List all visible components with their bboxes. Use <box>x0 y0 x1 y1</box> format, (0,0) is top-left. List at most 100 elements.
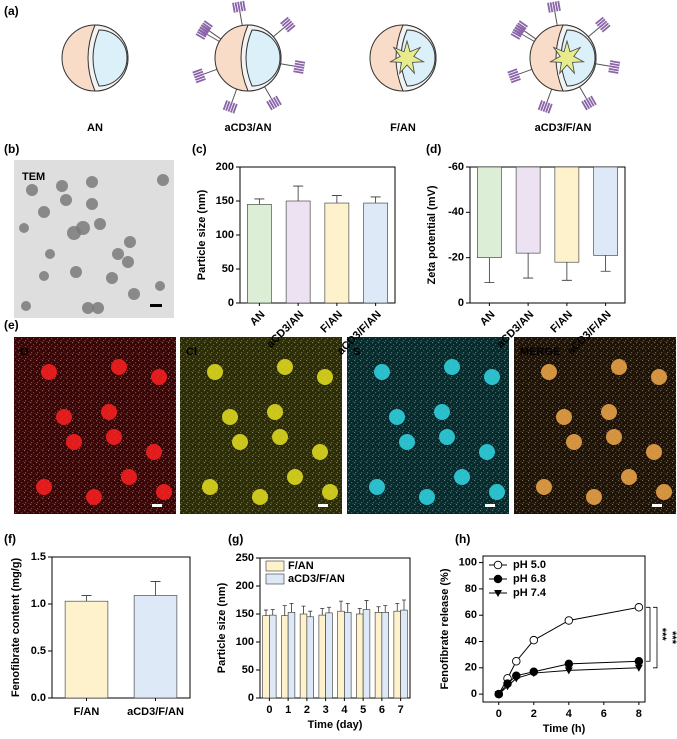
y-tick-label: 100 <box>236 636 254 648</box>
bar <box>247 204 272 304</box>
eds-particle <box>651 369 667 385</box>
y-axis-label: Zeta potential (mV) <box>426 185 438 284</box>
tem-particle <box>155 281 165 291</box>
error-bar <box>376 606 381 613</box>
legend-marker <box>493 574 503 584</box>
antibody-arm <box>239 1 244 12</box>
antibody-stem <box>518 68 533 75</box>
bar <box>285 200 311 304</box>
antibody-arm <box>540 100 546 111</box>
tem-particle <box>70 266 82 278</box>
antibody-stem <box>239 11 243 26</box>
y-tick-label: 0.0 <box>31 692 46 704</box>
bar <box>593 166 618 256</box>
bar <box>325 612 333 699</box>
antibody-arm <box>232 103 238 114</box>
antibody-arm <box>234 2 239 13</box>
antibody-arm <box>227 101 233 112</box>
legend-swatch <box>265 560 285 572</box>
scale-bar <box>485 504 495 507</box>
tem-particle <box>157 174 169 186</box>
bar <box>400 609 408 699</box>
antibody-stem <box>272 27 285 38</box>
eds-particle <box>66 434 82 450</box>
antibody-arm <box>590 95 597 106</box>
antibody-arm <box>268 99 276 110</box>
antibody-arm <box>511 30 522 38</box>
bar <box>318 614 326 699</box>
eds-particle <box>41 364 57 380</box>
eds-particle <box>56 409 72 425</box>
tem-label: TEM <box>22 171 45 183</box>
scale-bar <box>152 504 162 507</box>
tem-particle <box>38 206 50 218</box>
marker <box>529 635 539 645</box>
bar <box>133 595 178 699</box>
error-bar <box>263 609 269 616</box>
bar <box>381 612 389 699</box>
error-bar <box>345 602 350 613</box>
antibody-arm <box>193 70 204 76</box>
eds-particle <box>601 404 617 420</box>
antibody-arm <box>237 1 241 12</box>
schematic-label: F/AN <box>390 122 416 134</box>
antibody-arm <box>514 26 524 34</box>
eds-particle <box>106 429 122 445</box>
bar <box>287 612 296 699</box>
antibody-arm <box>585 98 593 108</box>
y-tick-label: 40 <box>465 635 477 647</box>
antibody-arm <box>557 0 561 11</box>
antibody-arm <box>512 28 523 37</box>
antibody-arm <box>195 33 206 40</box>
plot-frame <box>469 166 626 304</box>
tem-particle <box>124 236 136 248</box>
antibody-arm <box>230 102 236 113</box>
x-tick-label: 4 <box>341 704 348 716</box>
schematic-label: aCD3/AN <box>224 122 271 134</box>
x-tick-label: 6 <box>601 708 607 720</box>
antibody-stem <box>203 68 218 75</box>
tem-particle <box>92 302 104 314</box>
panel-label: (g) <box>228 532 243 546</box>
y-tick-label: 200 <box>216 161 234 173</box>
error-bar <box>484 257 495 283</box>
bar <box>515 166 541 254</box>
marker <box>634 603 644 612</box>
eds-particle <box>312 444 328 460</box>
y-tick-label: 0 <box>471 688 477 700</box>
tem-particle <box>21 301 31 311</box>
antibody-stem <box>524 30 537 40</box>
legend-swatch <box>265 573 285 585</box>
eds-particle <box>479 444 495 460</box>
y-axis-label: Particle size (nm) <box>216 582 228 673</box>
antibody-arm <box>195 75 206 81</box>
y-tick-label: 100 <box>459 556 477 568</box>
antibody-arm <box>547 103 553 114</box>
antibody-arm <box>545 102 551 113</box>
antibody-stem <box>579 86 587 99</box>
nanoparticle <box>507 0 621 114</box>
y-tick-label: 60 <box>465 609 477 621</box>
antibody-arm <box>600 22 609 31</box>
bar <box>362 609 371 699</box>
tem-particle <box>86 176 98 188</box>
tem-particle <box>26 184 38 196</box>
antibody-arm <box>232 2 236 13</box>
antibody-arm <box>283 20 293 29</box>
eds-particle <box>267 404 283 420</box>
schematic-label: aCD3/F/AN <box>535 122 592 134</box>
marker <box>512 675 521 683</box>
tem-particle <box>39 271 49 281</box>
y-tick-label: 1.0 <box>31 598 46 610</box>
nanoparticle <box>192 0 306 114</box>
antibody-stem <box>546 88 553 103</box>
eds-particle <box>566 434 582 450</box>
tem-particle <box>94 218 106 230</box>
marker <box>503 683 512 691</box>
x-tick-label: 0 <box>266 704 272 716</box>
legend-label: pH 5.0 <box>513 559 546 571</box>
legend-marker <box>493 560 503 570</box>
antibody-arm <box>510 33 521 40</box>
x-tick-label: 2 <box>304 704 310 716</box>
error-bar <box>561 262 572 281</box>
